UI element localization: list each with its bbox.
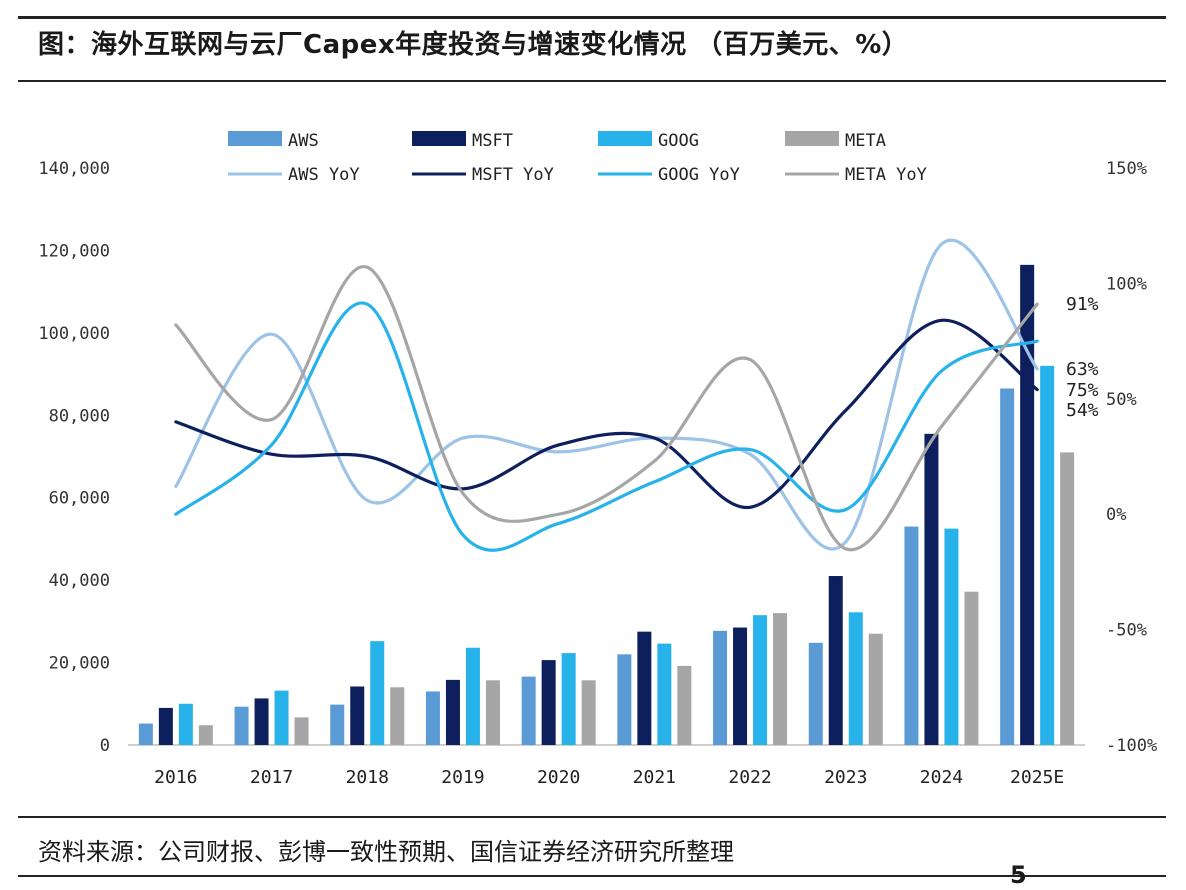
x-tick-label: 2020 [537, 767, 580, 788]
bottom-rule-1 [18, 816, 1166, 818]
x-tick-label: 2017 [250, 767, 293, 788]
bar-aws [713, 630, 728, 745]
bar-meta [485, 680, 500, 745]
bar-goog [561, 653, 576, 745]
x-tick-label: 2019 [441, 767, 484, 788]
legend-label: GOOG [658, 131, 699, 151]
bar-goog [944, 528, 959, 745]
bar-aws [904, 526, 919, 745]
legend-label: MSFT [472, 131, 513, 151]
bar-goog [657, 643, 672, 745]
lines [174, 238, 1039, 552]
bar-msft [1020, 264, 1035, 745]
bar-meta [677, 665, 692, 745]
left-tick-label: 60,000 [49, 489, 110, 509]
line-msft-yoy [174, 318, 1039, 509]
end-label: 54% [1066, 400, 1099, 421]
bar-goog [753, 615, 768, 745]
bottom-rule-2 [18, 875, 1166, 877]
bar-aws [234, 706, 249, 745]
right-tick-label: 0% [1106, 505, 1126, 525]
bar-msft [924, 433, 939, 745]
bar-aws [808, 642, 823, 745]
bars [138, 264, 1075, 745]
source-note: 资料来源：公司财报、彭博一致性预期、国信证券经济研究所整理 [38, 838, 734, 866]
left-tick-label: 20,000 [49, 654, 110, 674]
bar-aws [1000, 388, 1015, 745]
bar-meta [294, 717, 309, 745]
bar-meta [868, 633, 883, 745]
left-tick-label: 120,000 [38, 241, 110, 261]
bar-meta [773, 613, 788, 745]
left-tick-label: 80,000 [49, 406, 110, 426]
axes: 0 20,000 40,000 60,000 80,000 100,000 120,000 1… [38, 159, 1157, 788]
end-label: 91% [1066, 294, 1099, 315]
bar-goog [274, 690, 289, 745]
x-tick-label: 2018 [346, 767, 389, 788]
legend-label: MSFT YoY [472, 165, 554, 185]
bar-meta [390, 687, 405, 745]
right-tick-label: -100% [1106, 736, 1157, 756]
bar-goog [370, 641, 385, 745]
line-meta-yoy [174, 265, 1039, 552]
legend-swatch-msft [412, 131, 466, 146]
x-tick-label: 2023 [824, 767, 867, 788]
x-tick-label: 2016 [154, 767, 197, 788]
bar-meta [198, 725, 213, 745]
x-tick-label: 2025E [1010, 767, 1064, 788]
right-tick-label: -50% [1106, 621, 1147, 641]
bar-aws [138, 723, 153, 745]
bar-goog [1040, 365, 1055, 745]
x-tick-label: 2022 [728, 767, 771, 788]
legend-swatch-meta [785, 131, 839, 146]
bar-aws [330, 704, 345, 745]
end-labels: 91% 63%75%54% [1066, 294, 1099, 421]
bar-msft [445, 679, 460, 745]
line-goog-yoy [174, 301, 1039, 552]
right-tick-label: 100% [1106, 274, 1147, 294]
bar-msft [158, 707, 173, 745]
legend-label: AWS YoY [288, 165, 360, 185]
end-label: 63% [1066, 359, 1099, 380]
legend: AWS MSFT GOOG META AWS YoY MSFT YoY GOOG YoY ME… [228, 131, 927, 185]
bar-msft [733, 627, 748, 745]
legend-label: GOOG YoY [658, 165, 740, 185]
left-tick-label: 140,000 [38, 159, 110, 179]
right-tick-label: 150% [1106, 159, 1147, 179]
top-rule [18, 80, 1166, 82]
bar-aws [521, 676, 536, 745]
legend-swatch-goog [598, 131, 652, 146]
page-title: 图：海外互联网与云厂Capex年度投资与增速变化情况 （百万美元、%） [38, 30, 909, 60]
bar-meta [581, 680, 596, 745]
x-tick-label: 2024 [920, 767, 963, 788]
bar-msft [637, 631, 652, 745]
left-tick-label: 0 [100, 736, 110, 756]
legend-label: META [845, 131, 886, 151]
bar-aws [425, 691, 440, 745]
legend-swatch-aws [228, 131, 282, 146]
x-tick-label: 2021 [633, 767, 676, 788]
right-tick-label: 50% [1106, 390, 1137, 410]
bar-goog [178, 703, 193, 745]
bar-msft [541, 660, 556, 745]
legend-label: META YoY [845, 165, 927, 185]
bar-meta [964, 591, 979, 745]
end-label: 75% [1066, 380, 1099, 401]
left-tick-label: 40,000 [49, 571, 110, 591]
bar-msft [254, 698, 269, 745]
left-tick-label: 100,000 [38, 324, 110, 344]
legend-label: AWS [288, 131, 319, 151]
bar-msft [828, 576, 843, 745]
top-rule-thick [18, 16, 1166, 19]
bar-msft [350, 686, 365, 745]
bar-goog [465, 647, 480, 745]
bar-aws [617, 654, 632, 745]
bar-meta [1060, 452, 1075, 745]
footer-mark: 5 [1010, 861, 1027, 889]
bar-goog [848, 612, 863, 745]
